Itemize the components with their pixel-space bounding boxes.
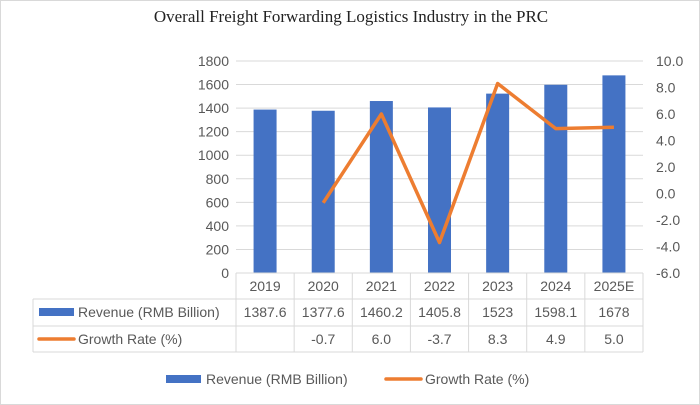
revenue-value: 1460.2 bbox=[360, 304, 403, 320]
left-axis-tick: 1000 bbox=[198, 147, 229, 163]
revenue-bar bbox=[544, 84, 568, 274]
right-axis-tick: 0.0 bbox=[656, 186, 676, 202]
revenue-value: 1377.6 bbox=[302, 304, 345, 320]
left-axis-tick: 600 bbox=[206, 194, 230, 210]
left-axis-tick: 800 bbox=[206, 171, 230, 187]
revenue-bar bbox=[602, 75, 626, 273]
growth-rate-line bbox=[321, 81, 614, 245]
left-axis-tick: 1400 bbox=[198, 100, 229, 116]
category-label: 2022 bbox=[424, 278, 455, 294]
right-axis-tick: -6.0 bbox=[656, 265, 680, 281]
right-axis-tick: 6.0 bbox=[656, 106, 676, 122]
legend-revenue-label: Revenue (RMB Billion) bbox=[206, 371, 348, 387]
revenue-value: 1387.6 bbox=[244, 304, 287, 320]
growth-value: 8.3 bbox=[488, 331, 508, 347]
left-axis-tick: 1600 bbox=[198, 77, 229, 93]
legend-revenue-swatch bbox=[166, 375, 201, 383]
category-label: 2025E bbox=[594, 278, 634, 294]
left-axis-tick: 200 bbox=[206, 241, 230, 257]
growth-value: -3.7 bbox=[427, 331, 451, 347]
right-axis-tick: 2.0 bbox=[656, 159, 676, 175]
category-label: 2020 bbox=[308, 278, 339, 294]
revenue-bar bbox=[253, 109, 277, 273]
category-label: 2024 bbox=[540, 278, 571, 294]
growth-row-label: Growth Rate (%) bbox=[78, 331, 182, 347]
right-axis-tick: -2.0 bbox=[656, 212, 680, 228]
right-axis-tick: 4.0 bbox=[656, 133, 676, 149]
legend-growth-label: Growth Rate (%) bbox=[425, 371, 529, 387]
revenue-bar bbox=[486, 93, 510, 273]
growth-value: 5.0 bbox=[604, 331, 624, 347]
revenue-legend-key bbox=[39, 308, 74, 316]
revenue-value: 1598.1 bbox=[534, 304, 577, 320]
revenue-row-label: Revenue (RMB Billion) bbox=[78, 304, 220, 320]
left-axis-tick: 1200 bbox=[198, 124, 229, 140]
left-axis-tick: 0 bbox=[221, 265, 229, 281]
revenue-value: 1678 bbox=[598, 304, 629, 320]
growth-value: -0.7 bbox=[311, 331, 335, 347]
category-label: 2019 bbox=[249, 278, 280, 294]
right-axis-tick: 8.0 bbox=[656, 80, 676, 96]
revenue-bar bbox=[428, 107, 451, 273]
revenue-bar bbox=[311, 110, 335, 274]
left-axis-tick: 400 bbox=[206, 218, 230, 234]
chart-title: Overall Freight Forwarding Logistics Ind… bbox=[154, 7, 548, 26]
revenue-value: 1405.8 bbox=[418, 304, 461, 320]
revenue-bar bbox=[369, 101, 393, 273]
right-axis-tick: 10.0 bbox=[656, 53, 683, 69]
revenue-value: 1523 bbox=[482, 304, 513, 320]
category-label: 2023 bbox=[482, 278, 513, 294]
right-axis-tick: -4.0 bbox=[656, 239, 680, 255]
growth-value: 6.0 bbox=[372, 331, 392, 347]
growth-value: 4.9 bbox=[546, 331, 566, 347]
category-label: 2021 bbox=[366, 278, 397, 294]
left-axis-tick: 1800 bbox=[198, 53, 229, 69]
